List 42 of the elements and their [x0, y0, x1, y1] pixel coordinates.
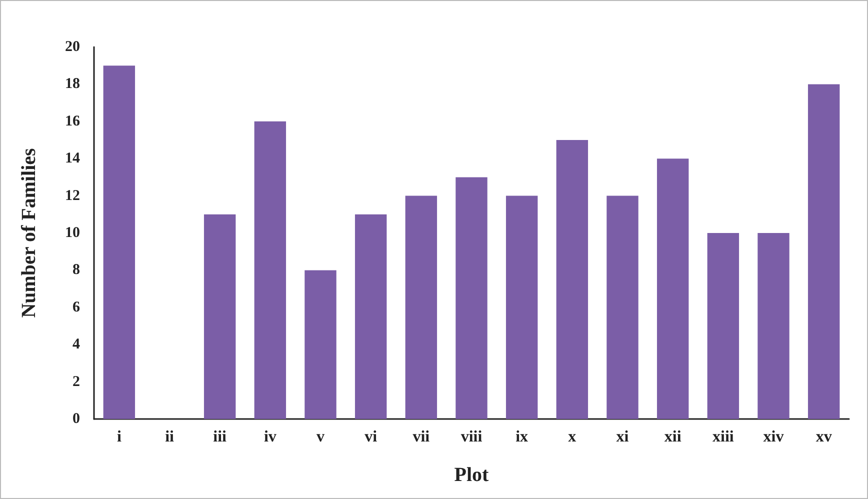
- bar: [456, 177, 488, 419]
- x-axis-title: Plot: [454, 464, 490, 486]
- y-tick-label: 12: [65, 188, 80, 204]
- bar: [405, 196, 438, 419]
- bar: [808, 84, 840, 419]
- x-tick-label: vii: [412, 428, 430, 446]
- y-tick-label: 14: [65, 150, 80, 167]
- x-tick-label: ix: [516, 428, 528, 446]
- x-tick-label: iii: [213, 428, 228, 446]
- x-tick-label: xiv: [763, 428, 784, 446]
- x-tick-label: ii: [165, 428, 174, 446]
- x-tick-label: iv: [264, 428, 276, 446]
- y-tick-label: 10: [65, 225, 80, 241]
- y-tick-label: 16: [65, 113, 80, 130]
- bar: [656, 158, 689, 419]
- x-tick-label: vi: [364, 428, 378, 446]
- bar: [204, 214, 236, 419]
- bar: [354, 214, 387, 419]
- x-tick-label: v: [316, 428, 324, 446]
- x-tick-label: xiii: [712, 428, 734, 446]
- x-tick-label: xi: [616, 428, 630, 446]
- bar: [556, 140, 588, 419]
- bar: [304, 270, 336, 419]
- bar: [506, 196, 538, 419]
- x-tick-label: viii: [460, 428, 483, 446]
- x-tick-label: x: [568, 428, 576, 446]
- x-tick-label: i: [116, 428, 122, 446]
- y-tick-label: 0: [72, 411, 80, 427]
- bar: [758, 233, 790, 419]
- y-tick-label: 20: [65, 39, 80, 55]
- bar: [707, 233, 740, 419]
- x-tick-label: xv: [816, 428, 832, 446]
- y-tick-label: 6: [72, 299, 80, 316]
- y-tick-label: 8: [72, 262, 80, 278]
- y-axis-title: Number of Families: [18, 148, 40, 318]
- bar: [103, 66, 136, 419]
- y-tick-label: 18: [65, 76, 80, 92]
- bar: [254, 121, 286, 419]
- bar: [606, 196, 638, 419]
- y-tick-label: 2: [72, 374, 80, 390]
- y-tick-label: 4: [72, 336, 80, 353]
- x-tick-label: xii: [664, 428, 682, 446]
